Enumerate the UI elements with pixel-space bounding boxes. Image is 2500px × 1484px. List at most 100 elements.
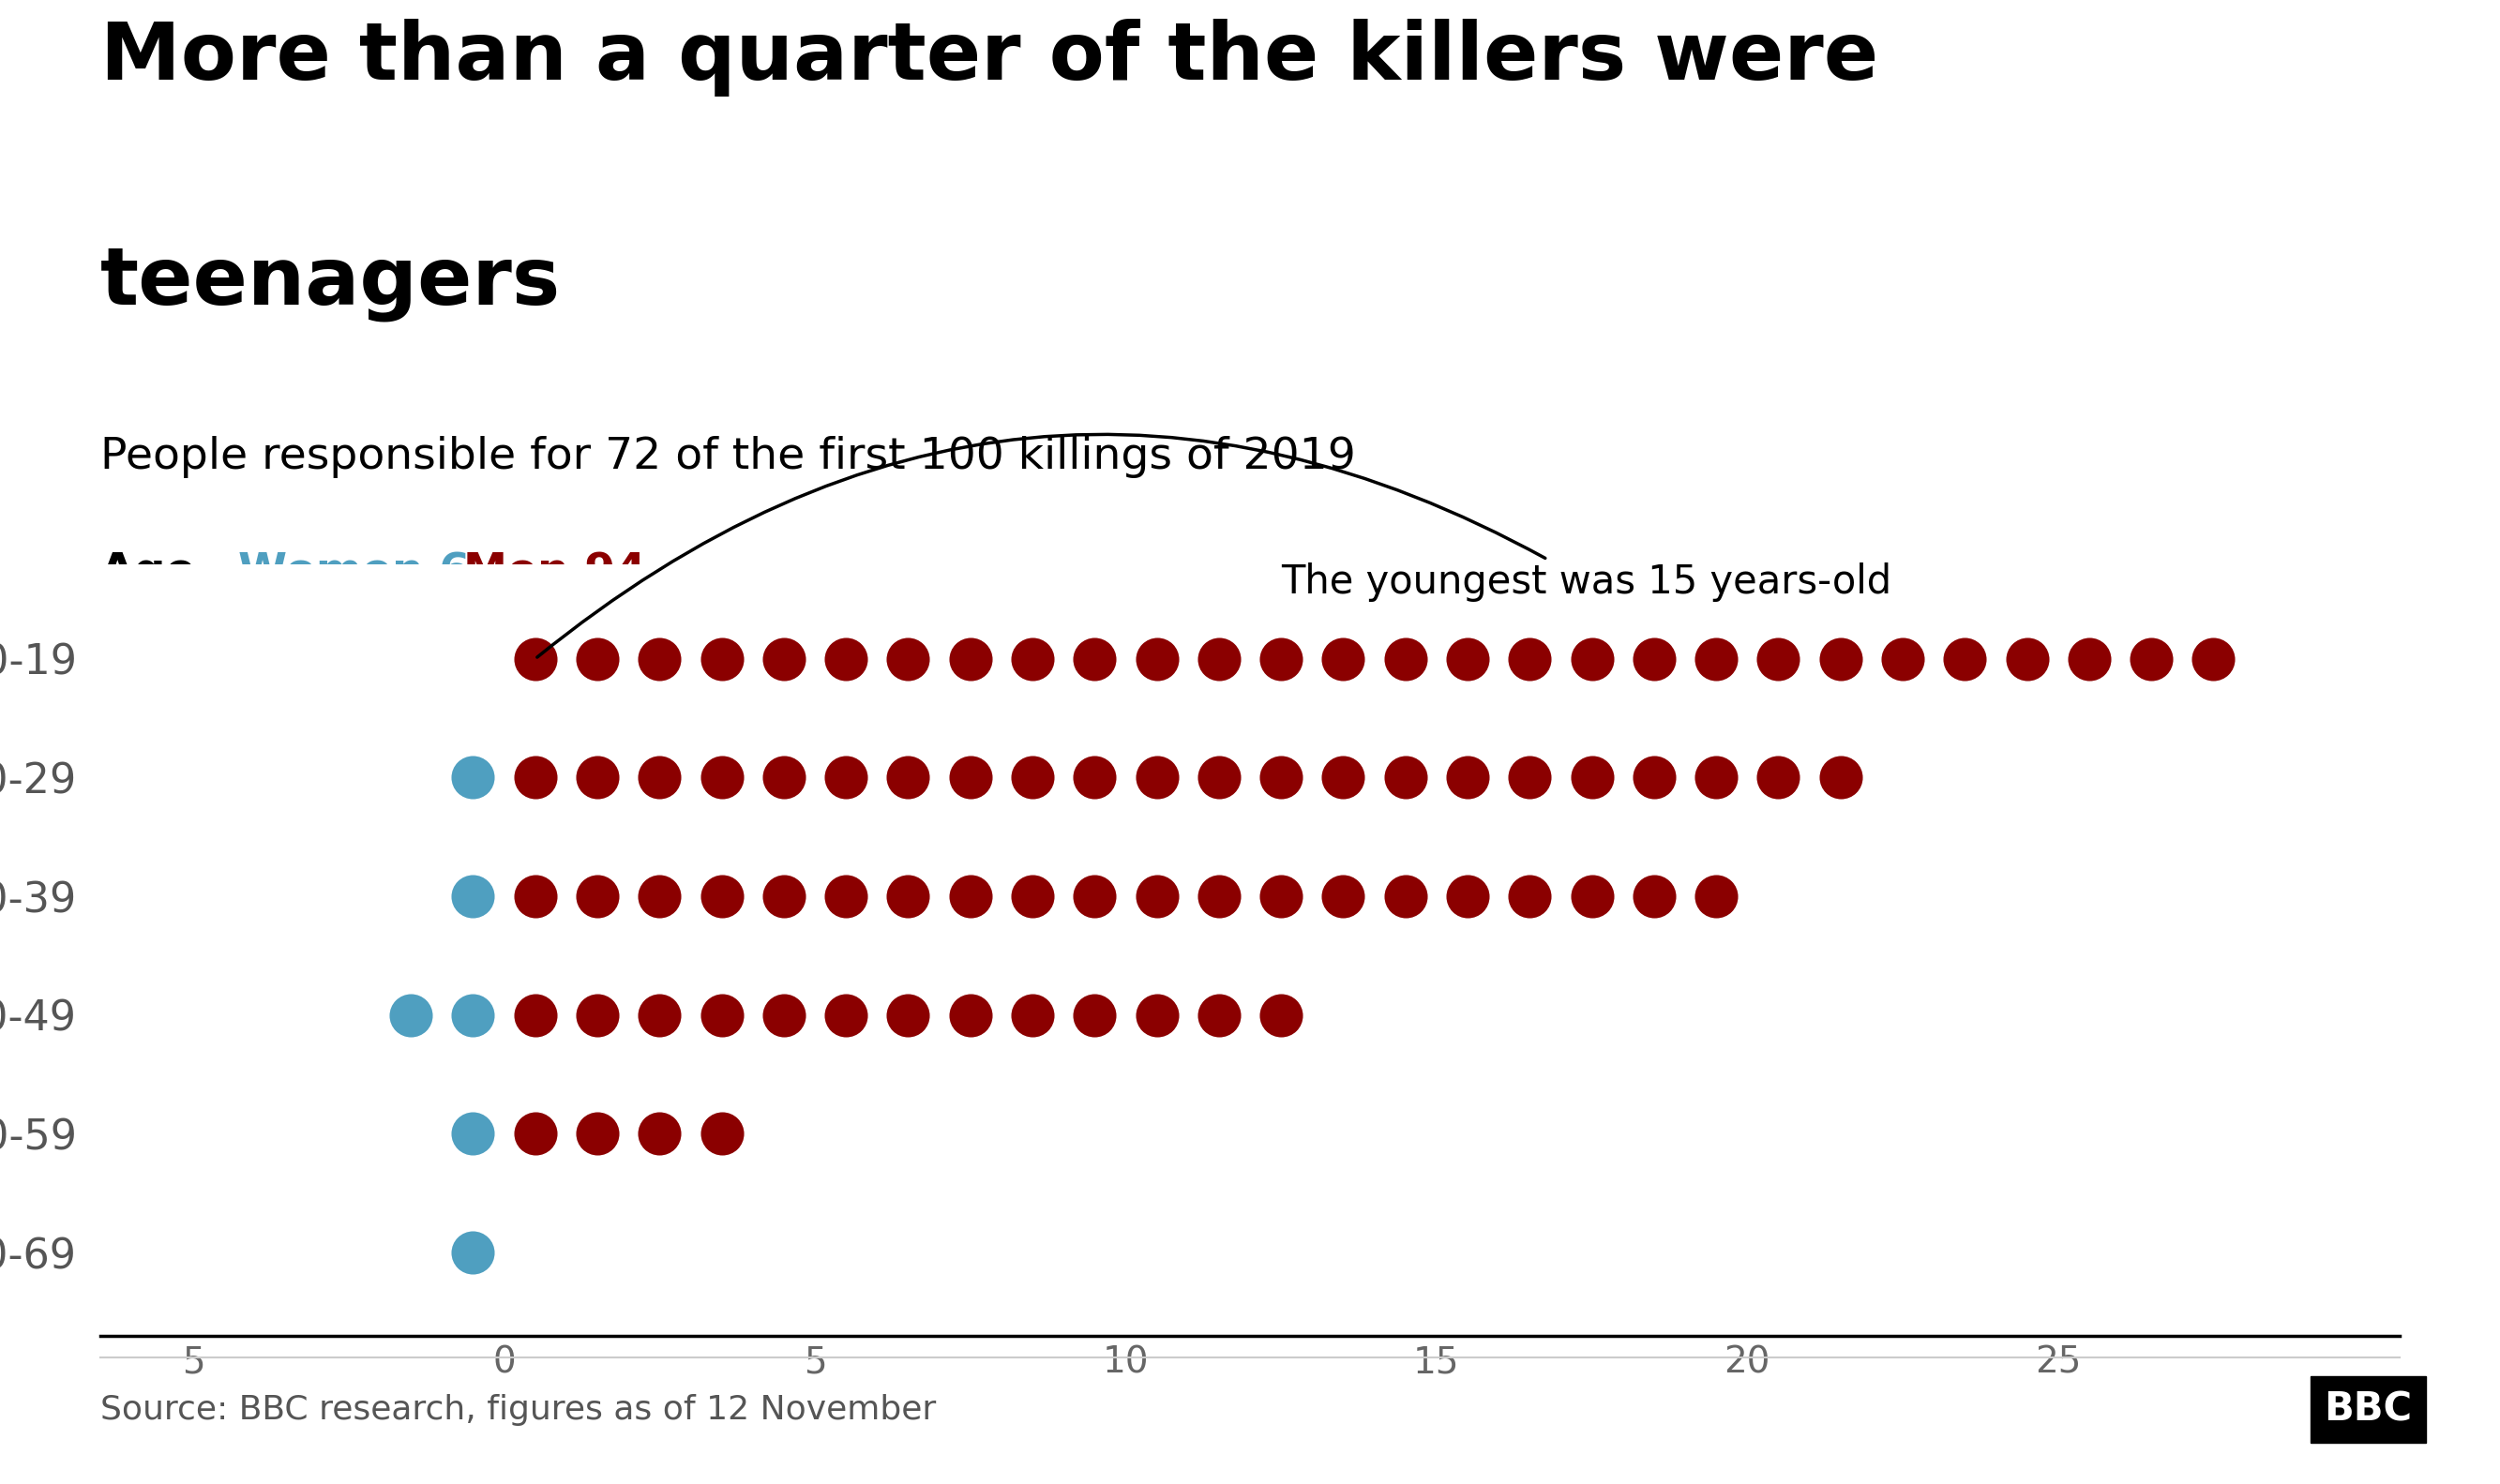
Point (1635, 766, 1675, 789)
Point (765, 647, 805, 671)
Point (1200, 1003, 1240, 1027)
Point (515, 884, 555, 908)
Point (452, 884, 492, 908)
Point (2008, 647, 2048, 671)
Point (1138, 766, 1178, 789)
Point (452, 766, 492, 789)
Point (1572, 884, 1612, 908)
Point (765, 1003, 805, 1027)
Point (1447, 766, 1487, 789)
Point (888, 766, 928, 789)
Point (578, 766, 618, 789)
Point (1510, 884, 1550, 908)
Point (703, 1003, 742, 1027)
Point (765, 766, 805, 789)
Point (765, 884, 805, 908)
Point (1572, 766, 1612, 789)
Text: More than a quarter of the killers were: More than a quarter of the killers were (100, 18, 1878, 96)
Point (1695, 884, 1735, 908)
Point (888, 884, 928, 908)
Point (1385, 766, 1425, 789)
Point (950, 884, 990, 908)
Point (1945, 647, 1985, 671)
Text: Source: BBC research, figures as of 12 November: Source: BBC research, figures as of 12 N… (100, 1393, 935, 1426)
Text: Men 94: Men 94 (462, 552, 648, 594)
Point (950, 1003, 990, 1027)
Point (1758, 647, 1798, 671)
Point (640, 1003, 680, 1027)
Point (1200, 884, 1240, 908)
Point (1820, 766, 1860, 789)
Point (703, 1122, 742, 1146)
Point (515, 1003, 555, 1027)
Point (1635, 884, 1675, 908)
Point (825, 1003, 865, 1027)
Point (1323, 766, 1362, 789)
Point (1200, 647, 1240, 671)
Point (1695, 647, 1735, 671)
Point (640, 766, 680, 789)
Point (703, 884, 742, 908)
Text: People responsible for 72 of the first 100 killings of 2019: People responsible for 72 of the first 1… (100, 436, 1355, 478)
Text: teenagers: teenagers (100, 243, 560, 322)
Point (1323, 647, 1362, 671)
Text: The youngest was 15 years-old: The youngest was 15 years-old (538, 435, 1893, 657)
Point (1695, 766, 1735, 789)
Point (1013, 647, 1052, 671)
Point (1572, 647, 1612, 671)
Point (1758, 766, 1798, 789)
Point (1075, 1003, 1115, 1027)
Point (1323, 884, 1362, 908)
Point (1138, 1003, 1178, 1027)
Point (825, 647, 865, 671)
Point (1013, 884, 1052, 908)
Point (1447, 647, 1487, 671)
Point (452, 1122, 492, 1146)
Point (825, 884, 865, 908)
Point (1385, 884, 1425, 908)
Point (888, 1003, 928, 1027)
Point (452, 1003, 492, 1027)
Point (1385, 647, 1425, 671)
Point (1260, 766, 1300, 789)
Point (703, 647, 742, 671)
Text: Women 6: Women 6 (238, 552, 470, 594)
Point (1013, 1003, 1052, 1027)
Point (825, 766, 865, 789)
Point (640, 647, 680, 671)
Point (888, 647, 928, 671)
Point (1820, 647, 1860, 671)
Point (950, 766, 990, 789)
Point (1013, 766, 1052, 789)
Point (1200, 766, 1240, 789)
Point (1447, 884, 1487, 908)
Point (2192, 647, 2232, 671)
Point (1138, 884, 1178, 908)
Point (703, 766, 742, 789)
Point (1260, 647, 1300, 671)
Text: BBC: BBC (2325, 1391, 2412, 1429)
Point (1883, 647, 1922, 671)
Point (1260, 884, 1300, 908)
Point (1075, 647, 1115, 671)
Point (1075, 884, 1115, 908)
Point (1510, 647, 1550, 671)
Point (1075, 766, 1115, 789)
Point (452, 1241, 492, 1264)
Point (578, 1122, 618, 1146)
Point (515, 647, 555, 671)
Point (515, 1122, 555, 1146)
Point (1260, 1003, 1300, 1027)
Point (640, 884, 680, 908)
Point (578, 647, 618, 671)
Point (1635, 647, 1675, 671)
Point (950, 647, 990, 671)
Point (1510, 766, 1550, 789)
Point (2132, 647, 2172, 671)
Point (578, 884, 618, 908)
Point (640, 1122, 680, 1146)
Text: Age: Age (100, 552, 195, 594)
Point (1138, 647, 1178, 671)
Point (2070, 647, 2110, 671)
Point (390, 1003, 430, 1027)
